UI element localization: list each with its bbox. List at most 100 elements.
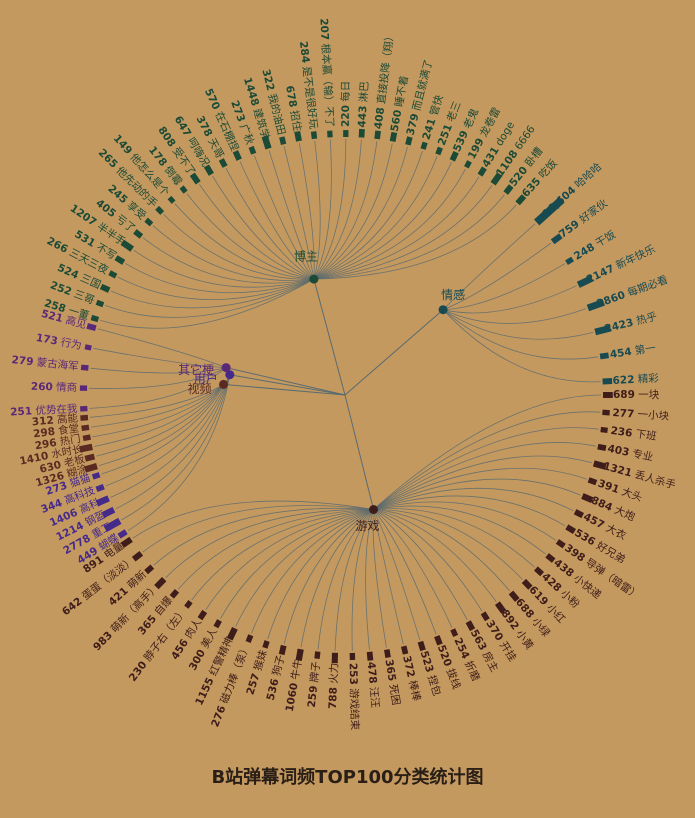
leaf-link (283, 146, 315, 280)
leaf-link (373, 508, 535, 568)
leaf-label: 365 死困 (382, 659, 401, 707)
leaf-link (90, 384, 224, 428)
leaf-name: 折磨 (461, 655, 483, 683)
bar (184, 600, 193, 609)
leaf-link (96, 384, 224, 457)
leaf-link (186, 193, 314, 280)
category-node (221, 363, 231, 373)
leaf-link (313, 204, 517, 280)
bar (576, 275, 594, 288)
bars (79, 128, 613, 664)
category-label: 游戏 (355, 519, 379, 533)
leaf-label: 248 干饭 (572, 228, 618, 262)
leaf-link (89, 367, 227, 409)
leaf-link (313, 162, 452, 280)
bar (465, 620, 476, 632)
leaf-link (313, 146, 408, 280)
bar (84, 344, 92, 351)
leaf-link (125, 263, 315, 294)
bar (90, 314, 100, 323)
leaf-value: 1155 (193, 676, 216, 708)
leaf-value: 207 (317, 18, 330, 41)
category-label: 用户 (194, 371, 218, 386)
root-link (229, 374, 346, 396)
bar (101, 506, 116, 518)
leaf-label: 207 根本赢（输）不了 (317, 18, 336, 128)
leaf-name: 睡不着 (392, 75, 411, 112)
bar (602, 409, 610, 416)
root-link (344, 309, 444, 396)
category-node (225, 370, 235, 380)
leaf-link (220, 509, 374, 619)
bar (248, 145, 257, 155)
leaf-link (177, 509, 374, 590)
leaf-name: 老鬼 (459, 106, 481, 134)
leaf-value: 1321 (602, 460, 633, 479)
leaf-link (121, 374, 231, 521)
leaf-name: 专业 (628, 446, 654, 464)
category-node (369, 505, 378, 514)
bar (80, 364, 89, 371)
leaf-value: 1060 (284, 682, 301, 713)
leaf-link (152, 225, 314, 281)
leaf-name: 汪汪 (367, 683, 381, 708)
leaf-link (127, 374, 231, 532)
leaf-link (298, 143, 315, 280)
bar (597, 443, 607, 451)
leaf-label: 443 淋巴 (355, 81, 371, 128)
leaf-value: 630 (38, 459, 62, 476)
bar (108, 270, 118, 279)
bar (120, 536, 133, 548)
leaf-name: 干饭 (591, 228, 618, 251)
leaf-value: 259 (306, 685, 320, 708)
leaf-name: 小红 (542, 599, 569, 626)
bar (592, 460, 607, 470)
leaf-name: 老三 (443, 99, 464, 126)
leaf-name: 热乎 (632, 310, 659, 329)
leaf-label: 478 汪汪 (365, 661, 381, 708)
leaf-link (94, 384, 224, 447)
leaf-link (313, 176, 480, 280)
leaf-name: 热门 (55, 432, 81, 449)
leaf-link (313, 138, 347, 280)
leaf-value: 622 (612, 374, 635, 387)
leaf-link (313, 143, 393, 280)
bar (565, 524, 576, 534)
bar (420, 141, 428, 150)
leaf-label: 312 高能 (31, 411, 79, 428)
leaf-label: 277 一小块 (612, 407, 670, 423)
bar (179, 185, 188, 194)
leaf-name: 优势在我 (32, 402, 78, 417)
bar (232, 150, 242, 161)
leaf-value: 536 (265, 678, 282, 702)
bar (82, 434, 91, 442)
leaf-value: 284 (297, 41, 312, 64)
leaf-link (334, 509, 374, 651)
bar (405, 136, 413, 146)
leaf-link (313, 139, 362, 280)
bar (91, 472, 101, 480)
bar (545, 553, 556, 563)
leaf-name: 猴妹 (250, 648, 270, 676)
bar (508, 590, 520, 602)
leaf-link (442, 242, 552, 311)
bar (213, 619, 222, 629)
leaf-link (373, 509, 483, 612)
leaf-link (351, 509, 374, 651)
bar (586, 299, 605, 312)
leaf-name: 棒棒 (405, 676, 423, 703)
leaf-name: 狗子 (269, 654, 287, 681)
leaf-name: 直接投降（翔） (374, 30, 397, 108)
leaf-value: 1448 (241, 76, 261, 107)
leaf-link (373, 442, 596, 510)
leaf-link (365, 509, 374, 650)
leaf-link (90, 367, 227, 374)
bar (131, 550, 144, 562)
leaf-link (89, 384, 224, 418)
bar (226, 626, 238, 641)
bar (294, 130, 302, 142)
leaf-link (105, 374, 231, 487)
leaf-name: 根本赢（输）不了 (319, 40, 337, 128)
leaf-link (313, 140, 321, 280)
leaf-name: 情商 (53, 380, 78, 394)
